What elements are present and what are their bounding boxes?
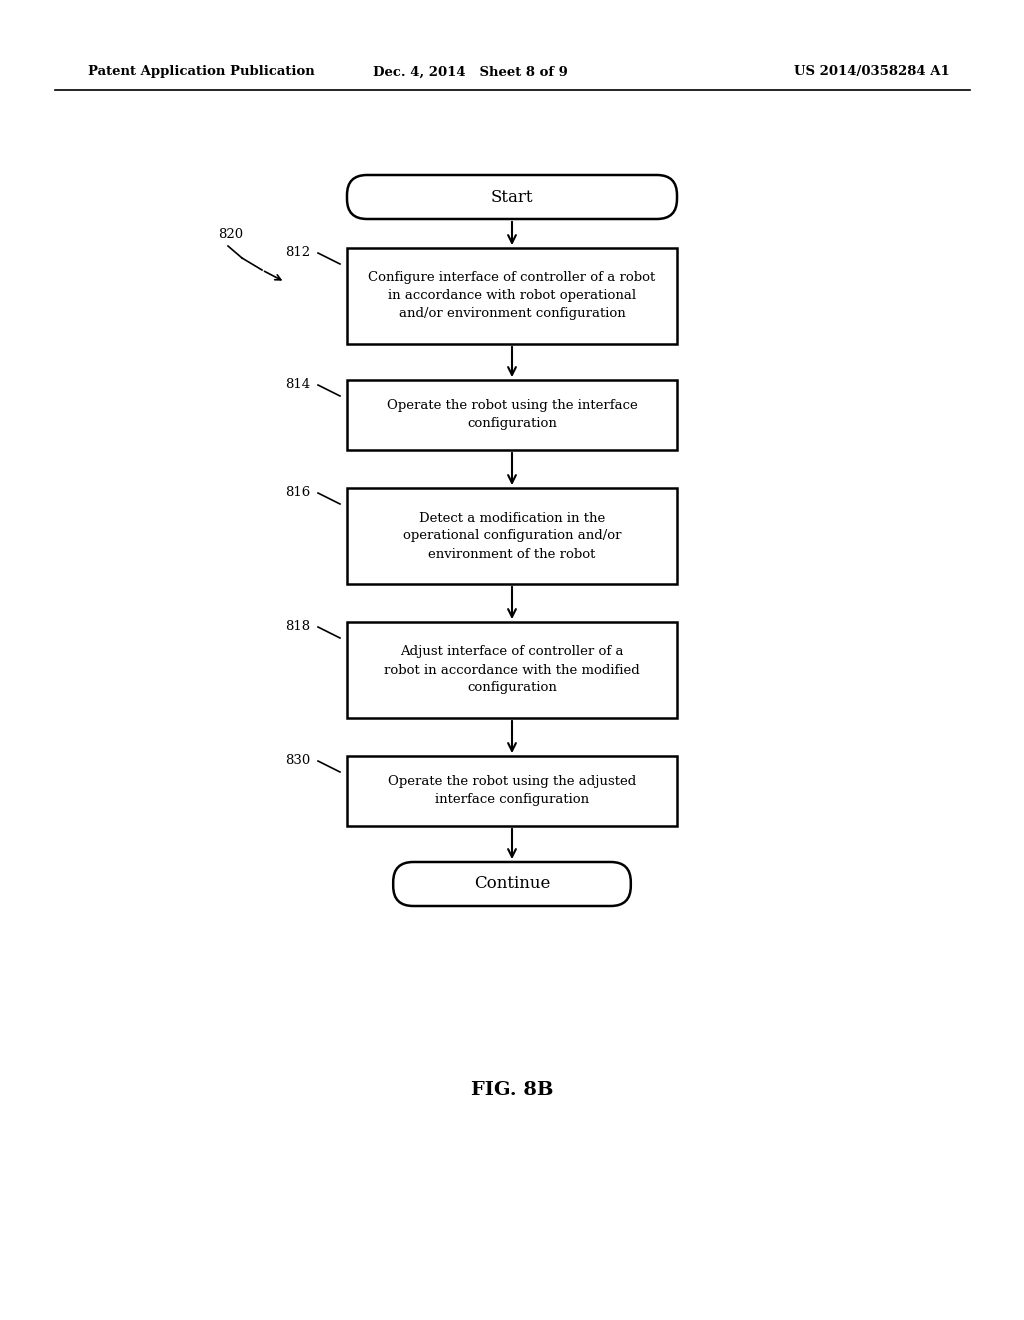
Text: US 2014/0358284 A1: US 2014/0358284 A1 bbox=[795, 66, 950, 78]
Text: 816: 816 bbox=[285, 487, 310, 499]
Bar bbox=[347, 756, 677, 826]
Text: 814: 814 bbox=[285, 379, 310, 392]
Text: 820: 820 bbox=[218, 228, 243, 242]
Text: 812: 812 bbox=[285, 247, 310, 260]
Text: 830: 830 bbox=[285, 755, 310, 767]
FancyBboxPatch shape bbox=[347, 176, 677, 219]
Text: Dec. 4, 2014   Sheet 8 of 9: Dec. 4, 2014 Sheet 8 of 9 bbox=[373, 66, 567, 78]
Text: Configure interface of controller of a robot
in accordance with robot operationa: Configure interface of controller of a r… bbox=[369, 272, 655, 321]
Text: FIG. 8B: FIG. 8B bbox=[471, 1081, 553, 1100]
Text: Patent Application Publication: Patent Application Publication bbox=[88, 66, 314, 78]
Bar bbox=[347, 380, 677, 450]
Text: Operate the robot using the interface
configuration: Operate the robot using the interface co… bbox=[387, 400, 637, 430]
FancyBboxPatch shape bbox=[393, 862, 631, 906]
Bar bbox=[347, 248, 677, 345]
Text: Adjust interface of controller of a
robot in accordance with the modified
config: Adjust interface of controller of a robo… bbox=[384, 645, 640, 694]
Bar bbox=[347, 622, 677, 718]
Text: Continue: Continue bbox=[474, 875, 550, 892]
Text: 818: 818 bbox=[285, 620, 310, 634]
Text: Start: Start bbox=[490, 189, 534, 206]
Text: Detect a modification in the
operational configuration and/or
environment of the: Detect a modification in the operational… bbox=[402, 511, 622, 561]
Bar bbox=[347, 488, 677, 583]
Text: Operate the robot using the adjusted
interface configuration: Operate the robot using the adjusted int… bbox=[388, 776, 636, 807]
